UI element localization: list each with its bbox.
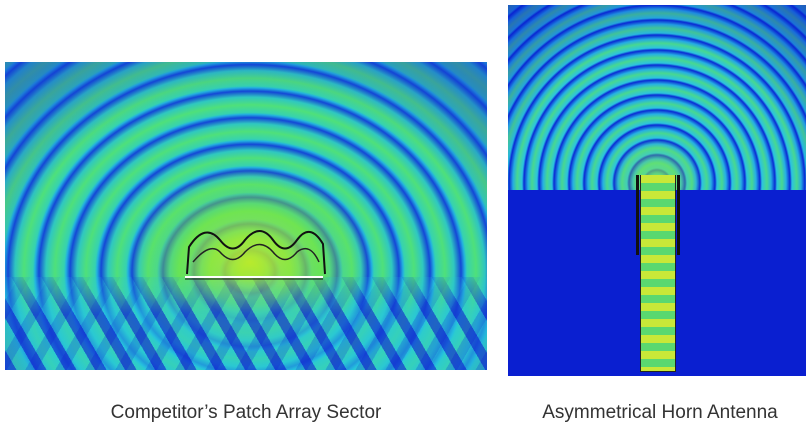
patch-array-outline: [185, 230, 326, 280]
caption-horn-antenna: Asymmetrical Horn Antenna: [542, 402, 778, 423]
horn-antenna-outline: [636, 175, 680, 372]
wave-rings: [508, 5, 806, 190]
caption-patch-array: Competitor’s Patch Array Sector: [110, 402, 382, 423]
horn-antenna-field-image: [508, 5, 806, 376]
patch-array-field-image: [5, 62, 487, 370]
